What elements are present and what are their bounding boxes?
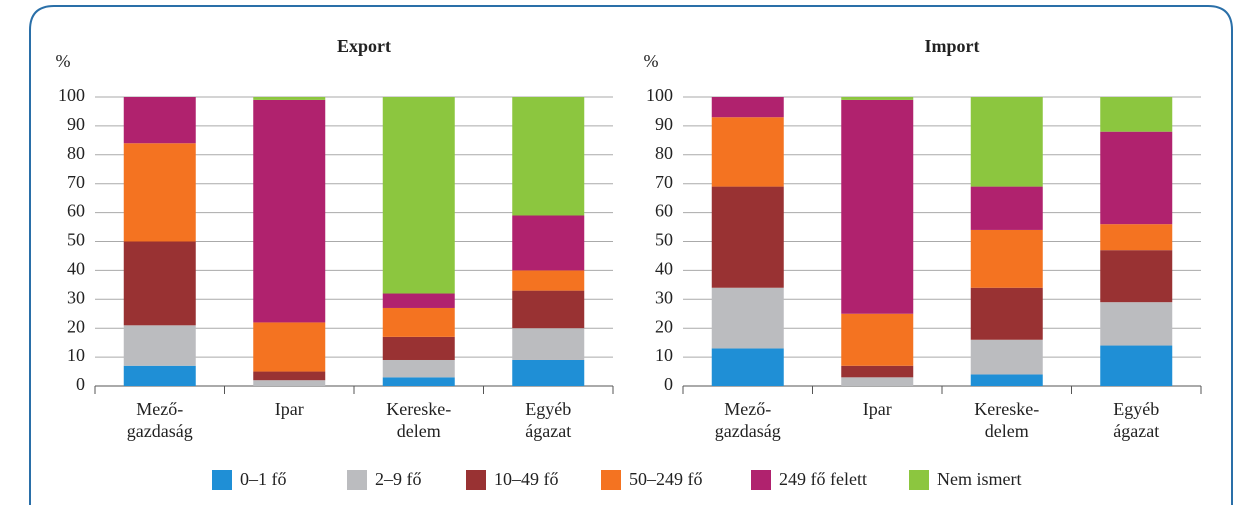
y-tick-label: 80 (67, 143, 85, 163)
bar-segment (253, 380, 326, 386)
bar-segment (253, 371, 326, 381)
legend-swatch (347, 470, 367, 490)
bar-segment (970, 229, 1043, 288)
x-tick-label: Kereske- (974, 399, 1039, 419)
y-tick-label: 90 (655, 114, 673, 134)
bar-segment (253, 97, 326, 100)
bar-segment (970, 287, 1043, 340)
y-tick-label: 0 (76, 374, 85, 394)
y-tick-label: 100 (646, 85, 673, 105)
bar-segment (970, 339, 1043, 375)
y-tick-label: 50 (67, 230, 85, 250)
bar-segment (382, 293, 455, 308)
bar-segment (841, 99, 914, 314)
bar-segment (711, 287, 784, 349)
y-tick-label: 30 (67, 287, 85, 307)
y-tick-label: 20 (655, 316, 673, 336)
x-tick-label: Egyéb (525, 399, 571, 419)
legend-swatch (466, 470, 486, 490)
legend-label: 50–249 fő (629, 469, 703, 489)
bar-segment (512, 97, 585, 216)
y-tick-label: 30 (655, 287, 673, 307)
bar-segment (1100, 131, 1173, 225)
bar-segment (512, 328, 585, 360)
frame (29, 5, 1233, 505)
chart-title: Export (337, 36, 391, 56)
bar-segment (253, 99, 326, 323)
bar-segment (1100, 250, 1173, 303)
x-tick-label: gazdaság (715, 421, 781, 441)
legend-swatch (212, 470, 232, 490)
x-tick-label: ágazat (525, 421, 571, 441)
bar-segment (123, 365, 196, 386)
legend-label: Nem ismert (937, 469, 1021, 489)
bar-segment (711, 117, 784, 187)
y-tick-label: 40 (655, 259, 673, 279)
y-tick-label: 0 (664, 374, 673, 394)
legend-swatch (909, 470, 929, 490)
legend-label: 0–1 fő (240, 469, 287, 489)
legend-label: 2–9 fő (375, 469, 422, 489)
y-tick-label: 70 (655, 172, 673, 192)
legend-swatch (601, 470, 621, 490)
x-tick-label: Ipar (863, 399, 892, 419)
y-axis-label: % (644, 51, 659, 71)
y-tick-label: 60 (67, 201, 85, 221)
y-tick-label: 40 (67, 259, 85, 279)
bar-segment (970, 374, 1043, 386)
x-tick-label: Mező- (724, 399, 771, 419)
bar-segment (711, 348, 784, 386)
bar-segment (841, 97, 914, 100)
bar-segment (841, 377, 914, 386)
bar-segment (970, 186, 1043, 230)
y-tick-label: 20 (67, 316, 85, 336)
bar-segment (841, 313, 914, 366)
bar-segment (123, 97, 196, 144)
bar-segment (123, 143, 196, 242)
x-tick-label: Ipar (275, 399, 304, 419)
y-axis-label: % (56, 51, 71, 71)
y-tick-label: 10 (67, 345, 85, 365)
bar-segment (382, 307, 455, 337)
bar-segment (970, 97, 1043, 187)
y-tick-label: 10 (655, 345, 673, 365)
legend-label: 10–49 fő (494, 469, 559, 489)
legend-label: 249 fő felett (779, 469, 867, 489)
bar-segment (382, 97, 455, 294)
bar-segment (123, 325, 196, 366)
bar-segment (123, 241, 196, 326)
y-tick-label: 80 (655, 143, 673, 163)
legend-swatch (751, 470, 771, 490)
bar-segment (841, 365, 914, 378)
x-tick-label: Egyéb (1113, 399, 1159, 419)
x-tick-label: delem (985, 421, 1029, 441)
bar-segment (382, 359, 455, 378)
x-tick-label: gazdaság (127, 421, 193, 441)
bar-segment (1100, 345, 1173, 386)
x-tick-label: Kereske- (386, 399, 451, 419)
bar-segment (1100, 97, 1173, 132)
bar-segment (1100, 224, 1173, 251)
bar-segment (253, 322, 326, 372)
bar-segment (1100, 302, 1173, 346)
bar-segment (382, 377, 455, 386)
bar-segment (512, 290, 585, 329)
bar-segment (711, 186, 784, 288)
y-tick-label: 50 (655, 230, 673, 250)
x-tick-label: ágazat (1113, 421, 1159, 441)
bar-segment (382, 336, 455, 360)
bar-segment (512, 270, 585, 291)
y-tick-label: 90 (67, 114, 85, 134)
bar-segment (512, 215, 585, 271)
bar-segment (512, 359, 585, 386)
chart-title: Import (925, 36, 980, 56)
bar-segment (711, 97, 784, 118)
y-tick-label: 70 (67, 172, 85, 192)
y-tick-label: 100 (58, 85, 85, 105)
x-tick-label: delem (397, 421, 441, 441)
y-tick-label: 60 (655, 201, 673, 221)
x-tick-label: Mező- (136, 399, 183, 419)
